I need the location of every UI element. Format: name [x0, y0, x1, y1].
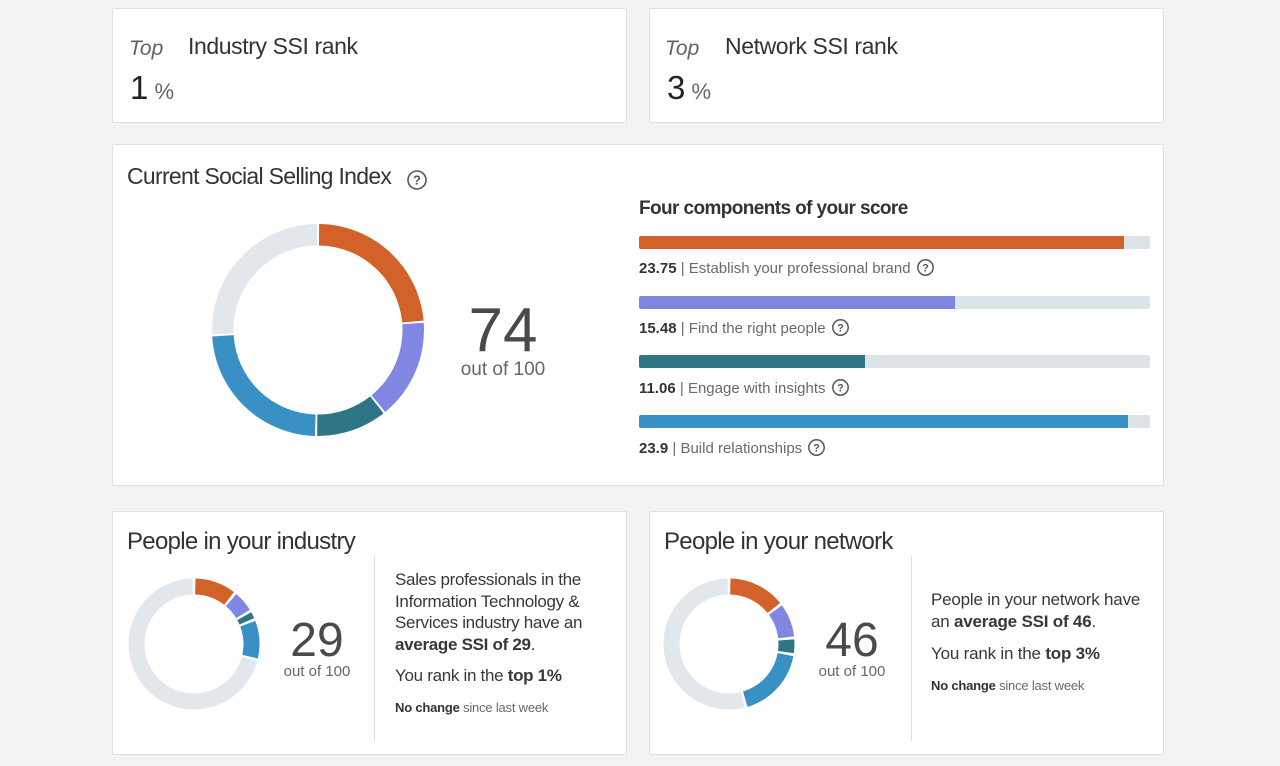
svg-text:?: ? — [922, 262, 929, 274]
svg-text:?: ? — [813, 442, 820, 454]
svg-text:?: ? — [837, 382, 844, 394]
svg-text:?: ? — [413, 173, 421, 188]
svg-text:?: ? — [837, 322, 844, 334]
